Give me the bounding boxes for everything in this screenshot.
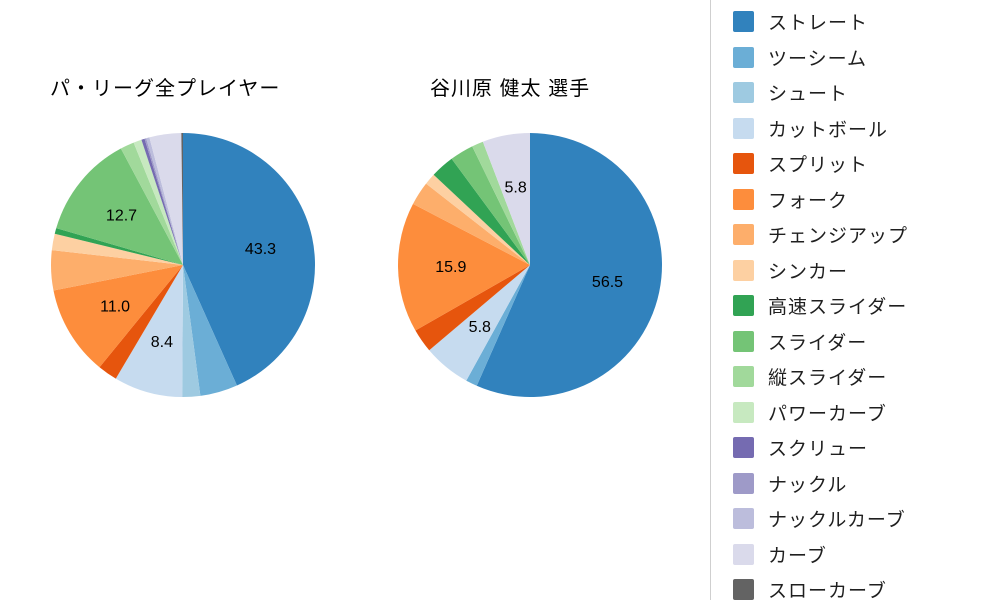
league-pie-chart: 43.3 8.4 11.0 12.7 xyxy=(50,133,316,398)
legend-item-16: スローカーブ xyxy=(733,572,1000,600)
legend-swatch-icon xyxy=(733,472,754,494)
legend-items: ストレートツーシームシュートカットボール スプリットフォークチェンジアップ シンカー… xyxy=(733,4,1000,600)
legend-swatch-icon xyxy=(733,46,754,68)
legend-item-10: 縦スライダー xyxy=(733,359,1000,395)
legend-swatch-icon xyxy=(733,295,754,317)
pie-slice-player-スプリット xyxy=(415,265,530,351)
legend-swatch-icon xyxy=(733,579,754,600)
pie-slice-player-ツーシーム xyxy=(466,265,530,386)
pie-slice-league-チェンジアップ xyxy=(50,250,183,291)
legend-label: カーブ xyxy=(768,545,827,567)
pie-slice-league-ストレート xyxy=(183,133,316,386)
pie-slice-player-シンカー xyxy=(426,174,530,265)
legend-item-5: フォーク xyxy=(733,182,1000,218)
legend-item-15: カーブ xyxy=(733,537,1000,573)
legend-swatch-icon xyxy=(733,224,754,246)
pie-value-label: 8.4 xyxy=(151,334,173,351)
pie-slice-player-縦スライダー xyxy=(472,141,530,265)
legend-label: シンカー xyxy=(768,261,849,283)
legend-swatch-icon xyxy=(733,153,754,175)
legend-label: チェンジアップ xyxy=(768,226,909,248)
legend-label: ナックルカーブ xyxy=(768,510,906,532)
legend-swatch-icon xyxy=(733,117,754,139)
pie-value-label: 12.7 xyxy=(106,208,137,225)
pie-slice-league-スローカーブ xyxy=(181,133,183,265)
pie-slice-league-スライダー xyxy=(56,148,183,265)
legend-item-13: ナックル xyxy=(733,466,1000,502)
legend-item-0: ストレート xyxy=(733,4,1000,40)
legend-item-14: ナックルカーブ xyxy=(733,501,1000,537)
pie-slice-league-カーブ xyxy=(149,133,183,265)
legend-label: ナックル xyxy=(768,474,848,496)
pie-value-label: 56.5 xyxy=(592,274,623,291)
pie-slice-league-パワーカーブ xyxy=(133,139,183,265)
pie-slice-league-スクリュー xyxy=(141,138,183,265)
legend-label: ツーシーム xyxy=(768,48,868,70)
pie-slice-league-高速スライダー xyxy=(54,228,184,265)
legend-swatch-icon xyxy=(733,259,754,281)
legend-item-9: スライダー xyxy=(733,324,1000,360)
legend-item-2: シュート xyxy=(733,75,1000,111)
pie-value-label: 11.0 xyxy=(100,298,130,315)
legend-label: ストレート xyxy=(768,13,869,35)
legend-swatch-icon xyxy=(733,508,754,530)
legend-item-1: ツーシーム xyxy=(733,40,1000,76)
legend-label: 高速スライダー xyxy=(768,297,908,319)
legend-swatch-icon xyxy=(733,11,754,33)
legend-swatch-icon xyxy=(733,188,754,210)
legend-label: フォーク xyxy=(768,190,849,212)
pie-slice-player-カットボール xyxy=(429,265,530,381)
legend-swatch-icon xyxy=(733,366,754,388)
pie-slice-league-ナックルカーブ xyxy=(146,137,183,265)
pie-slice-league-縦スライダー xyxy=(120,142,183,265)
pie-slice-league-フォーク xyxy=(53,265,183,368)
legend-swatch-icon xyxy=(733,82,754,104)
pie-slice-league-シンカー xyxy=(51,233,184,265)
pie-slice-player-高速スライダー xyxy=(433,158,530,265)
pie-slice-league-ツーシーム xyxy=(183,265,237,396)
pie-value-label: 5.8 xyxy=(469,319,491,336)
chart-league-title: パ・リーグ全プレイヤー xyxy=(50,78,281,100)
legend-swatch-icon xyxy=(733,401,754,423)
pie-slice-league-スプリット xyxy=(99,265,183,379)
legend-item-11: パワーカーブ xyxy=(733,395,1000,431)
legend-item-6: チェンジアップ xyxy=(733,217,1000,253)
legend-item-8: 高速スライダー xyxy=(733,288,1000,324)
pie-slice-player-スライダー xyxy=(451,146,530,265)
pie-slice-player-ストレート xyxy=(476,133,662,397)
legend-swatch-icon xyxy=(733,437,754,459)
pie-slice-league-カットボール xyxy=(115,265,183,397)
pie-slice-league-ナックル xyxy=(144,138,183,265)
legend-label: 縦スライダー xyxy=(768,368,888,390)
legend-swatch-icon xyxy=(733,330,754,352)
legend-label: カットボール xyxy=(768,119,889,141)
legend-label: スローカーブ xyxy=(768,581,887,600)
pie-slice-league-シュート xyxy=(182,265,201,398)
legend-item-4: スプリット xyxy=(733,146,1000,182)
legend-label: スプリット xyxy=(768,155,869,177)
pie-value-label: 43.3 xyxy=(245,241,276,258)
pie-slice-player-チェンジアップ xyxy=(413,183,530,265)
legend-label: パワーカーブ xyxy=(768,403,887,425)
legend-item-12: スクリュー xyxy=(733,430,1000,466)
pie-value-label: 15.9 xyxy=(435,259,466,276)
legend-swatch-icon xyxy=(733,543,754,565)
legend-label: シュート xyxy=(768,84,849,106)
legend-label: スライダー xyxy=(768,332,868,354)
pie-slice-player-カーブ xyxy=(482,133,530,265)
legend-item-7: シンカー xyxy=(733,253,1000,289)
pie-value-label: 5.8 xyxy=(504,180,526,197)
player-pie-chart: 56.5 5.8 15.9 5.8 xyxy=(398,133,662,397)
chart-player-title: 谷川原 健太 選手 xyxy=(430,78,591,100)
legend-item-3: カットボール xyxy=(733,111,1000,147)
pie-slice-player-フォーク xyxy=(398,203,530,331)
legend: ストレートツーシームシュートカットボール スプリットフォークチェンジアップ シンカー… xyxy=(710,0,1000,600)
legend-label: スクリュー xyxy=(768,439,869,461)
